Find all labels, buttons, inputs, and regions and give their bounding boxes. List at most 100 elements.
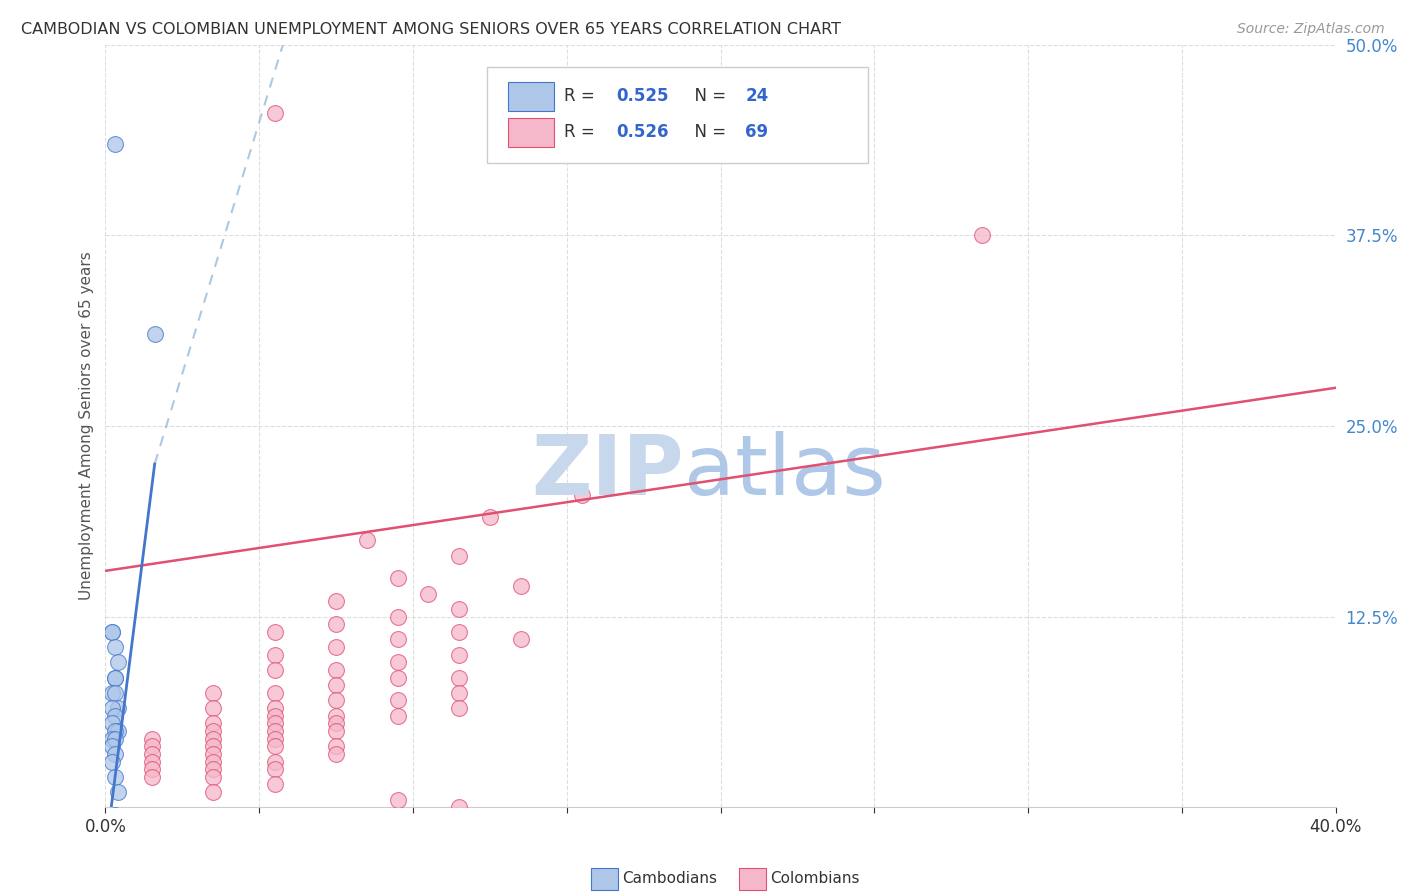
Point	[100, 686, 122, 700]
Point	[263, 624, 285, 639]
Point	[104, 671, 127, 685]
Text: 69: 69	[745, 123, 768, 141]
Point	[449, 671, 471, 685]
Point	[509, 632, 531, 647]
Point	[143, 327, 166, 342]
Point	[325, 594, 347, 608]
Point	[387, 671, 409, 685]
Point	[263, 731, 285, 746]
Point	[104, 686, 127, 700]
Point	[449, 800, 471, 814]
Point	[202, 755, 225, 769]
FancyBboxPatch shape	[508, 82, 554, 111]
Text: CAMBODIAN VS COLOMBIAN UNEMPLOYMENT AMONG SENIORS OVER 65 YEARS CORRELATION CHAR: CAMBODIAN VS COLOMBIAN UNEMPLOYMENT AMON…	[21, 22, 841, 37]
Point	[100, 624, 122, 639]
Point	[100, 716, 122, 731]
Text: Cambodians: Cambodians	[621, 871, 717, 886]
Text: N =: N =	[683, 123, 731, 141]
Point	[202, 724, 225, 739]
Point	[104, 671, 127, 685]
Point	[325, 747, 347, 761]
Point	[449, 549, 471, 563]
Point	[202, 747, 225, 761]
Point	[104, 770, 127, 784]
FancyBboxPatch shape	[486, 68, 869, 163]
Point	[141, 770, 163, 784]
Point	[100, 755, 122, 769]
Point	[325, 640, 347, 654]
Point	[263, 686, 285, 700]
Point	[141, 755, 163, 769]
Point	[325, 663, 347, 677]
Point	[387, 792, 409, 806]
Point	[100, 731, 122, 746]
Point	[325, 678, 347, 692]
Point	[387, 693, 409, 707]
Point	[449, 602, 471, 616]
Point	[141, 830, 163, 845]
Point	[104, 747, 127, 761]
Point	[387, 609, 409, 624]
Point	[449, 701, 471, 715]
Text: R =: R =	[564, 123, 600, 141]
Point	[202, 785, 225, 799]
Point	[478, 510, 501, 524]
Point	[418, 587, 440, 601]
Y-axis label: Unemployment Among Seniors over 65 years: Unemployment Among Seniors over 65 years	[79, 252, 94, 600]
Point	[104, 724, 127, 739]
Point	[107, 701, 129, 715]
Point	[104, 708, 127, 723]
Point	[387, 572, 409, 586]
Point	[449, 624, 471, 639]
Point	[263, 724, 285, 739]
Point	[107, 656, 129, 670]
FancyBboxPatch shape	[740, 868, 766, 889]
Point	[202, 701, 225, 715]
Point	[202, 731, 225, 746]
Point	[263, 716, 285, 731]
Text: R =: R =	[564, 87, 600, 105]
Point	[263, 663, 285, 677]
Point	[263, 648, 285, 662]
Point	[104, 640, 127, 654]
FancyBboxPatch shape	[592, 868, 619, 889]
Point	[387, 708, 409, 723]
Point	[263, 777, 285, 791]
Point	[104, 136, 127, 151]
Point	[970, 228, 993, 243]
Point	[100, 739, 122, 754]
Text: 24: 24	[745, 87, 769, 105]
Point	[325, 617, 347, 632]
Text: Source: ZipAtlas.com: Source: ZipAtlas.com	[1237, 22, 1385, 37]
Point	[104, 731, 127, 746]
Point	[449, 686, 471, 700]
Point	[141, 762, 163, 776]
Point	[325, 716, 347, 731]
Point	[325, 739, 347, 754]
Point	[202, 830, 225, 845]
Point	[325, 815, 347, 830]
Point	[263, 739, 285, 754]
Point	[263, 823, 285, 838]
Point	[325, 693, 347, 707]
Text: 0.526: 0.526	[616, 123, 668, 141]
Text: 0.525: 0.525	[616, 87, 668, 105]
Point	[202, 770, 225, 784]
FancyBboxPatch shape	[508, 118, 554, 147]
Point	[325, 708, 347, 723]
Point	[325, 724, 347, 739]
Point	[509, 579, 531, 593]
Point	[571, 487, 593, 501]
Point	[104, 808, 127, 822]
Point	[263, 762, 285, 776]
Point	[202, 762, 225, 776]
Point	[141, 739, 163, 754]
Text: atlas: atlas	[683, 431, 886, 512]
Point	[263, 708, 285, 723]
Point	[107, 785, 129, 799]
Point	[356, 533, 378, 548]
Point	[107, 724, 129, 739]
Text: ZIP: ZIP	[531, 431, 683, 512]
Point	[141, 747, 163, 761]
Point	[387, 632, 409, 647]
